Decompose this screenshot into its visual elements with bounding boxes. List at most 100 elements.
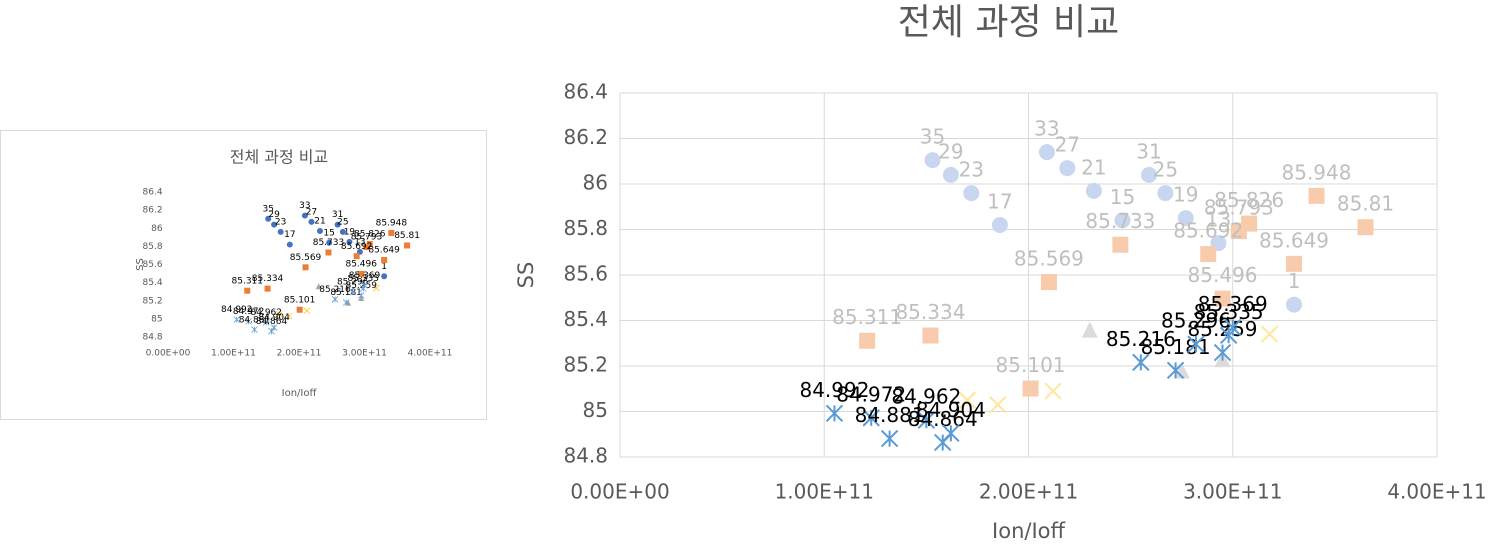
marker [1286,255,1303,272]
data-label: 1 [381,262,387,272]
y-tick-label: 85.8 [563,216,608,240]
marker [381,273,388,280]
marker [917,411,936,429]
data-label: 84.962 [891,385,961,409]
marker [265,215,272,222]
data-label: 33 [1034,117,1059,141]
marker [1044,382,1062,400]
marker [296,306,303,313]
data-label: 85.948 [376,219,408,229]
marker [1038,144,1055,161]
data-label: 84.992 [799,378,869,402]
marker [331,296,339,303]
marker [316,227,323,234]
marker [245,318,252,325]
x-tick-label: 3.00E+11 [342,349,387,359]
data-label: 13 [354,237,365,247]
data-label: 85.296 [337,278,369,288]
marker [349,288,356,296]
y-tick-label: 84.8 [563,444,608,468]
marker [1141,166,1158,183]
data-label: 85.259 [345,281,377,291]
data-label: 84.904 [258,313,290,323]
marker [1112,236,1129,253]
data-label: 25 [337,217,348,227]
data-label: 85.793 [351,233,383,243]
data-label: 84.972 [836,382,906,406]
marker [1059,160,1076,177]
y-tick-label: 85.6 [143,260,163,270]
x-axis-label: Ion/Ioff [282,388,318,399]
x-tick-label: 0.00E+00 [570,480,669,504]
marker [991,216,1008,233]
marker [251,326,258,333]
marker [1219,326,1238,344]
marker [346,238,353,245]
y-tick-label: 85.4 [563,307,608,331]
data-label: 85.733 [313,238,345,248]
y-axis-label: SS [514,262,538,289]
x-tick-label: 2.00E+11 [979,480,1078,504]
marker [359,285,367,292]
data-label: 85.334 [252,274,284,284]
data-label: 25 [1153,158,1178,182]
marker [325,249,332,256]
marker [339,228,346,235]
data-label: 85.216 [319,285,351,295]
y-tick-label: 85.8 [143,242,163,252]
data-label: 85.496 [345,260,377,270]
marker [989,395,1007,414]
data-label: 85.948 [1282,160,1352,184]
chart-frame [0,130,487,420]
marker [1040,274,1057,291]
marker [262,319,270,326]
marker [924,152,941,169]
x-tick-label: 1.00E+11 [775,480,874,504]
data-label: 23 [275,217,286,227]
data-label: 21 [314,217,325,227]
data-label: 85.311 [832,305,902,329]
marker [1114,212,1131,229]
data-label: 84.972 [233,307,265,317]
data-label: 27 [306,208,317,218]
marker [1022,380,1039,397]
data-label: 85.649 [368,246,400,256]
marker [302,264,309,271]
marker [1081,321,1098,338]
marker [366,241,373,248]
chart-title: 전체 과정 비교 [898,2,1120,43]
data-label: 85.369 [1198,292,1268,316]
marker [357,292,365,299]
marker [277,228,284,235]
y-tick-label: 86.4 [143,188,163,198]
marker [825,404,844,423]
data-label: 85.81 [394,231,420,241]
data-label: 35 [262,204,273,214]
x-tick-label: 3.00E+11 [1183,480,1282,504]
marker [301,212,308,219]
x-tick-label: 1.00E+11 [211,349,256,359]
marker [1308,187,1325,204]
marker [1260,325,1279,343]
data-label: 84.864 [256,317,288,327]
x-axis-label: Ion/Ioff [992,519,1065,543]
marker [308,218,315,225]
marker [922,327,939,344]
data-label: 15 [323,228,334,238]
y-tick-label: 84.8 [143,333,163,343]
marker [270,324,278,331]
marker [942,166,959,183]
y-tick-label: 85.6 [563,262,608,286]
data-label: 85.692 [341,242,373,252]
data-label: 31 [1136,139,1161,163]
data-label: 29 [938,139,963,163]
marker [388,229,395,236]
marker [880,429,899,448]
y-tick-label: 86 [151,224,163,234]
marker [276,311,283,318]
y-tick-label: 85.4 [143,278,163,288]
data-label: 31 [332,210,343,220]
data-label: 84.881 [855,403,925,427]
marker [1187,335,1205,353]
marker [1213,343,1232,362]
